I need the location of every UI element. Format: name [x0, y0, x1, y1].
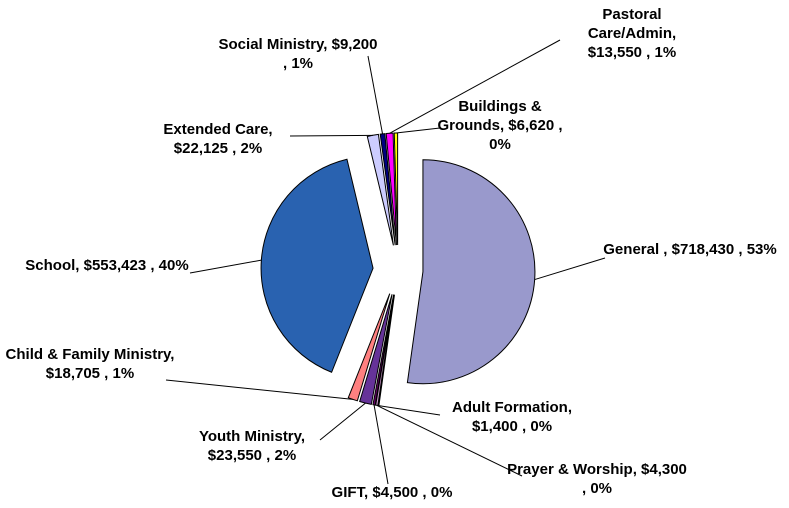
- leader-line: [189, 259, 262, 274]
- slice-label: General , $718,430 , 53%: [603, 241, 777, 258]
- leader-line: [373, 404, 389, 485]
- pie-slice: [385, 132, 397, 246]
- pie-slice: [347, 293, 391, 402]
- slice-label: Adult Formation, $1,400 , 0%: [452, 399, 572, 435]
- leader-line: [389, 39, 561, 134]
- pie-slice: [366, 133, 394, 246]
- slice-label: School, $553,423 , 40%: [25, 257, 189, 274]
- leader-line: [376, 404, 523, 477]
- slice-label: Prayer & Worship, $4,300 , 0%: [507, 461, 687, 497]
- leader-line: [534, 257, 606, 281]
- slice-label: GIFT, $4,500 , 0%: [331, 484, 453, 501]
- slice-label: Buildings & Grounds, $6,620 , 0%: [437, 98, 563, 153]
- pie-slice: [260, 158, 374, 373]
- leader-line: [319, 402, 366, 441]
- leader-line: [378, 405, 441, 416]
- slice-label: Social Ministry, $9,200 , 1%: [218, 36, 378, 72]
- slice-label: Youth Ministry, $23,550 , 2%: [198, 428, 306, 464]
- leader-line: [367, 55, 384, 134]
- slice-label: Child & Family Ministry, $18,705 , 1%: [5, 346, 175, 382]
- pie-slice: [379, 133, 396, 246]
- slice-label: Extended Care, $22,125 , 2%: [163, 121, 273, 157]
- slice-label: Pastoral Care/Admin, $13,550 , 1%: [587, 6, 677, 61]
- leader-line: [289, 134, 373, 137]
- leader-line: [395, 127, 441, 134]
- leader-line: [165, 379, 353, 400]
- pie-slice: [406, 159, 536, 385]
